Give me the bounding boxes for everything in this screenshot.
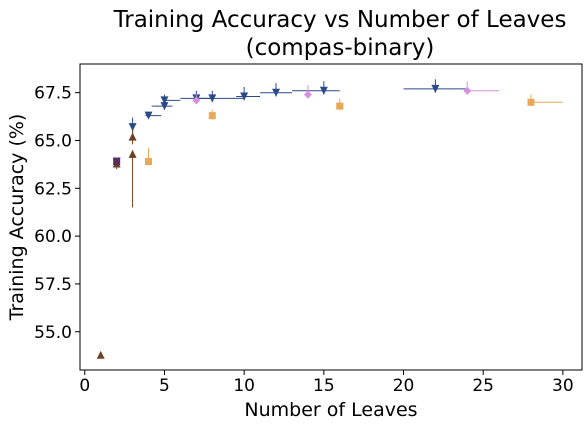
data-point — [336, 102, 344, 110]
data-point — [208, 94, 217, 103]
x-tick-label: 30 — [552, 376, 574, 396]
data-series — [192, 81, 500, 105]
y-axis-label: Training Accuracy (%) — [6, 114, 28, 322]
chart-title: Training Accuracy vs Number of Leaves — [113, 7, 567, 33]
plot-area — [96, 79, 563, 359]
data-point — [160, 102, 169, 111]
data-point — [272, 88, 281, 97]
data-point — [463, 86, 472, 95]
x-tick-label: 10 — [233, 376, 255, 396]
y-tick-label: 67.5 — [34, 84, 72, 104]
data-point — [319, 86, 328, 95]
y-tick-label: 65.0 — [34, 132, 72, 152]
y-tick-label: 55.0 — [34, 323, 72, 343]
data-series — [145, 94, 563, 166]
data-series — [113, 158, 121, 166]
x-tick-label: 20 — [393, 376, 415, 396]
y-tick-label: 60.0 — [34, 227, 72, 247]
data-point — [208, 112, 216, 120]
data-point — [128, 132, 137, 141]
x-tick-label: 25 — [472, 376, 494, 396]
data-point — [113, 158, 121, 166]
data-point — [431, 84, 440, 93]
data-point — [145, 158, 153, 166]
data-point — [192, 96, 201, 105]
data-point — [96, 350, 105, 359]
chart-subtitle: (compas-binary) — [246, 35, 435, 61]
y-axis: 55.0 57.5 60.0 62.5 65.0 67.5 — [34, 84, 80, 343]
data-point — [128, 123, 137, 132]
data-point — [128, 149, 137, 158]
x-axis-label: Number of Leaves — [244, 399, 417, 421]
data-series — [112, 79, 468, 166]
data-point — [144, 111, 153, 120]
data-point — [527, 98, 535, 106]
x-axis: 0 5 10 15 20 25 30 — [79, 370, 574, 396]
y-tick-label: 57.5 — [34, 275, 72, 295]
x-tick-label: 0 — [79, 376, 90, 396]
plot-frame — [79, 63, 583, 371]
data-point — [240, 92, 249, 101]
x-tick-label: 15 — [313, 376, 335, 396]
x-tick-label: 5 — [159, 376, 170, 396]
y-tick-label: 62.5 — [34, 179, 72, 199]
data-point — [303, 90, 312, 99]
data-point — [160, 96, 169, 105]
